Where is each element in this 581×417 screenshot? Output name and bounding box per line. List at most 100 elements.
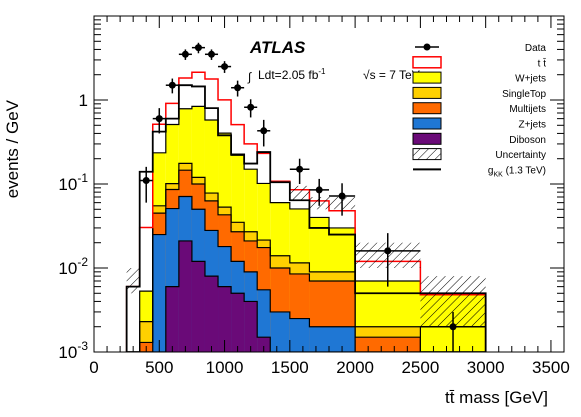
data-point-14 xyxy=(420,311,486,352)
bar-tt-0 xyxy=(126,286,140,352)
data-marker-1 xyxy=(155,115,163,123)
x-tick-label-6: 3000 xyxy=(467,358,505,377)
y-tick-label-2: 10-2 xyxy=(58,255,88,278)
outline-singletop xyxy=(126,162,486,352)
bar-zjets-11 xyxy=(270,311,290,352)
signal-layer xyxy=(125,84,487,352)
energy-text: √s = 7 TeV xyxy=(363,68,420,82)
legend-entry-5: Z+jets xyxy=(412,117,546,131)
legend-entry-8: gKK (1.3 TeV) xyxy=(413,165,546,178)
data-marker-2 xyxy=(168,81,176,89)
data-point-13 xyxy=(355,233,421,287)
legend-entry-0: Data xyxy=(415,43,546,54)
x-tick-label-2: 1000 xyxy=(206,358,244,377)
uncertainty-band-1 xyxy=(289,185,310,200)
integral-sign: ∫ xyxy=(247,70,252,84)
legend-label-1: t t̄ xyxy=(538,57,547,69)
data-marker-14 xyxy=(449,323,457,331)
data-marker-12 xyxy=(338,192,346,200)
data-point-9 xyxy=(257,119,271,147)
data-marker-3 xyxy=(181,50,189,58)
lumi-text: Ldt=2.05 fb-1 xyxy=(258,67,326,82)
data-marker-5 xyxy=(208,50,215,58)
legend-entry-6: Diboson xyxy=(412,132,546,146)
data-point-6 xyxy=(218,61,232,73)
x-tick-label-3: 1500 xyxy=(271,358,309,377)
data-point-2 xyxy=(165,78,179,94)
data-point-0 xyxy=(139,166,153,203)
bar-diboson-9 xyxy=(244,301,258,352)
bar-multijets-15 xyxy=(355,337,421,352)
data-marker-10 xyxy=(296,165,304,173)
legend-swatch xyxy=(412,132,442,145)
legend-swatch xyxy=(412,71,442,84)
legend-entry-3: SingleTop xyxy=(412,86,546,100)
legend-label-3: SingleTop xyxy=(502,89,546,100)
data-marker-13 xyxy=(384,247,392,255)
bar-zjets-2 xyxy=(152,234,166,352)
data-point-4 xyxy=(191,42,205,54)
uncertainty-band-0 xyxy=(126,268,140,294)
bar-zjets-12 xyxy=(289,318,310,352)
legend: Data t t̄ W+jets SingleTop Multijets Z+jets Di… xyxy=(412,43,547,178)
y-tick-label-3: 10-3 xyxy=(58,339,88,362)
legend-label-7: Uncertainty xyxy=(495,150,546,161)
legend-swatch xyxy=(412,117,442,130)
legend-label-4: Multijets xyxy=(509,104,546,115)
bar-zjets-10 xyxy=(257,289,271,352)
bar-diboson-3 xyxy=(165,286,179,352)
outline-diboson xyxy=(126,240,486,352)
data-layer xyxy=(139,42,486,352)
bar-diboson-4 xyxy=(178,240,192,352)
legend-entry-4: Multijets xyxy=(412,102,546,115)
data-marker-7 xyxy=(234,84,242,92)
x-axis-title: tt̄ mass [GeV] xyxy=(445,388,548,407)
legend-entry-7: Uncertainty xyxy=(412,148,546,161)
data-marker-0 xyxy=(142,177,150,185)
x-tick-label-1: 500 xyxy=(145,358,173,377)
legend-label-6: Diboson xyxy=(509,135,546,146)
data-marker-9 xyxy=(260,127,268,135)
data-marker-8 xyxy=(247,103,255,111)
y-axis-title: events / GeV xyxy=(3,99,22,198)
x-tick-label-0: 0 xyxy=(89,358,98,377)
data-point-8 xyxy=(244,99,258,118)
x-tick-label-5: 2500 xyxy=(401,358,439,377)
data-point-3 xyxy=(178,49,192,60)
data-point-7 xyxy=(231,80,245,97)
lumi-annotation: ∫ Ldt=2.05 fb-1 √s = 7 TeV xyxy=(247,67,420,84)
stack-layer xyxy=(125,71,487,352)
bar-diboson-5 xyxy=(191,261,205,352)
bar-zjets-13 xyxy=(309,326,329,352)
bar-diboson-6 xyxy=(204,276,219,352)
legend-swatch-hatch xyxy=(412,148,442,161)
legend-entry-1: t t̄ xyxy=(412,56,547,69)
legend-label-0: Data xyxy=(525,43,547,54)
chart-title: ATLAS xyxy=(249,38,306,57)
data-point-10 xyxy=(289,158,310,184)
data-point-11 xyxy=(309,178,329,206)
data-point-5 xyxy=(204,49,219,60)
outline-tt xyxy=(125,71,487,352)
x-tick-label-4: 2000 xyxy=(336,358,374,377)
bar-diboson-10 xyxy=(257,337,271,352)
legend-entry-2: W+jets xyxy=(412,71,546,85)
y-tick-label-1: 10-1 xyxy=(58,171,88,194)
axis-layer: 0 500 1000 1500 2000 2500 3000 3500 1 10-1 10-2 10-… xyxy=(58,15,570,377)
data-marker-4 xyxy=(194,44,202,52)
legend-swatch xyxy=(412,102,442,115)
data-point-12 xyxy=(329,183,356,216)
signal-line xyxy=(125,84,487,352)
bar-diboson-8 xyxy=(231,293,245,352)
y-tick-label-0: 1 xyxy=(79,91,88,110)
x-tick-label-7: 3500 xyxy=(532,358,570,377)
bar-diboson-7 xyxy=(218,286,232,352)
legend-label-8: gKK (1.3 TeV) xyxy=(488,165,546,178)
legend-label-2: W+jets xyxy=(515,74,546,85)
legend-swatch-ttbar xyxy=(412,56,442,69)
data-point-1 xyxy=(152,108,166,134)
data-marker-6 xyxy=(221,63,229,71)
legend-data-marker xyxy=(423,43,431,51)
legend-swatch xyxy=(412,86,442,99)
